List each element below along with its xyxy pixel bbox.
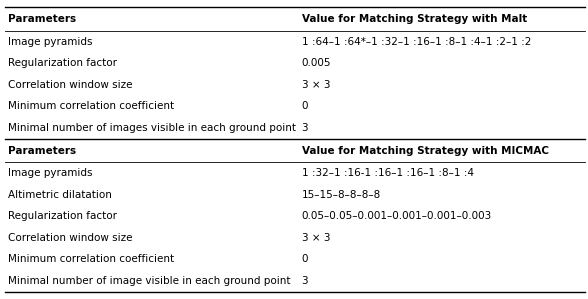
- Text: 0: 0: [302, 254, 308, 264]
- Text: Regularization factor: Regularization factor: [8, 211, 116, 221]
- Text: Value for Matching Strategy with MICMAC: Value for Matching Strategy with MICMAC: [302, 146, 549, 155]
- Text: 3: 3: [302, 123, 308, 133]
- Text: Correlation window size: Correlation window size: [8, 80, 132, 90]
- Text: 1 :32–1 :16-1 :16–1 :16–1 :8–1 :4: 1 :32–1 :16-1 :16–1 :16–1 :8–1 :4: [302, 168, 474, 178]
- Text: 15–15–8–8–8–8: 15–15–8–8–8–8: [302, 190, 381, 200]
- Text: Minimum correlation coefficient: Minimum correlation coefficient: [8, 254, 174, 264]
- Text: Image pyramids: Image pyramids: [8, 37, 92, 47]
- Text: 0.005: 0.005: [302, 58, 331, 68]
- Text: Minimal number of images visible in each ground point: Minimal number of images visible in each…: [8, 123, 296, 133]
- Text: Correlation window size: Correlation window size: [8, 233, 132, 243]
- Text: Altimetric dilatation: Altimetric dilatation: [8, 190, 112, 200]
- Text: Image pyramids: Image pyramids: [8, 168, 92, 178]
- Text: 3 × 3: 3 × 3: [302, 233, 330, 243]
- Text: 3: 3: [302, 276, 308, 286]
- Text: Regularization factor: Regularization factor: [8, 58, 116, 68]
- Text: Parameters: Parameters: [8, 146, 76, 155]
- Text: Parameters: Parameters: [8, 14, 76, 24]
- Text: Minimal number of image visible in each ground point: Minimal number of image visible in each …: [8, 276, 290, 286]
- Text: 0.05–0.05–0.001–0.001–0.001–0.003: 0.05–0.05–0.001–0.001–0.001–0.003: [302, 211, 492, 221]
- Text: Value for Matching Strategy with Malt: Value for Matching Strategy with Malt: [302, 14, 527, 24]
- Text: 3 × 3: 3 × 3: [302, 80, 330, 90]
- Text: 1 :64–1 :64*–1 :32–1 :16–1 :8–1 :4–1 :2–1 :2: 1 :64–1 :64*–1 :32–1 :16–1 :8–1 :4–1 :2–…: [302, 37, 531, 47]
- Text: Minimum correlation coefficient: Minimum correlation coefficient: [8, 101, 174, 112]
- Text: 0: 0: [302, 101, 308, 112]
